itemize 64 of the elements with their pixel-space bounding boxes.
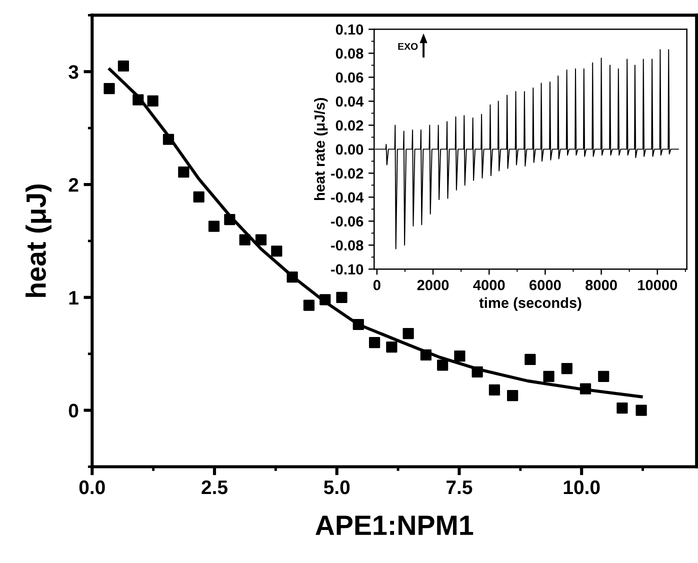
point — [420, 349, 432, 361]
y-tick-label: 0 — [68, 404, 78, 418]
y-tick-label: -0.10 — [331, 264, 364, 275]
point — [104, 83, 115, 94]
y-tick-label: 0.10 — [336, 24, 364, 35]
point — [543, 370, 554, 382]
y-tick-label: -0.02 — [331, 168, 364, 179]
point — [271, 246, 282, 257]
y-tick-label: 1 — [69, 291, 78, 304]
point — [580, 383, 592, 394]
y-tick-label: -0.04 — [331, 192, 364, 203]
x-tick-label: 8000 — [586, 280, 617, 290]
point — [147, 95, 158, 107]
y-tick-label: 0.04 — [336, 96, 364, 107]
point — [386, 342, 398, 353]
point — [402, 328, 414, 340]
annotation: EXO — [398, 42, 418, 50]
y-tick-label: 0.08 — [336, 48, 364, 59]
point — [162, 134, 174, 145]
y-tick-label: -0.08 — [331, 240, 364, 251]
point — [118, 60, 130, 72]
x-tick-label: 0.0 — [79, 480, 105, 494]
point — [303, 300, 315, 311]
point — [320, 294, 331, 306]
point — [507, 390, 518, 402]
point — [255, 234, 267, 246]
x-tick-label: 6000 — [530, 280, 561, 290]
point — [472, 366, 483, 378]
y-tick-label: 0.00 — [336, 144, 364, 155]
x-tick-label: 4000 — [473, 280, 505, 290]
x-tick-label: 2.5 — [202, 480, 228, 494]
x-tick-label: 2000 — [417, 280, 449, 290]
point — [239, 234, 250, 246]
point — [616, 402, 628, 414]
point — [598, 370, 610, 382]
y-tick-label: 3 — [68, 65, 78, 79]
point — [454, 350, 466, 362]
y-tick-label: 2 — [68, 178, 78, 192]
x-axis-title: time (seconds) — [479, 297, 582, 311]
point — [178, 166, 190, 178]
point — [336, 292, 348, 303]
x-tick-label: 10000 — [638, 280, 678, 290]
point — [561, 362, 572, 374]
x-tick-label: 7.5 — [446, 480, 472, 494]
point — [368, 337, 380, 348]
y-tick-label: -0.06 — [331, 216, 364, 227]
point — [132, 94, 144, 106]
y-tick-label: 0.02 — [336, 120, 364, 131]
x-tick-label: 10.0 — [564, 480, 600, 494]
y-axis-title: heat (μJ) — [26, 184, 52, 297]
point — [636, 404, 647, 416]
y-axis-title: heat rate (μJ/s) — [314, 98, 328, 200]
x-axis-title: APE1:NPM1 — [316, 516, 474, 535]
x-tick-label: 5.0 — [324, 480, 350, 494]
point — [437, 360, 448, 371]
point — [224, 214, 236, 226]
point — [488, 384, 500, 396]
point — [352, 318, 364, 330]
point — [193, 191, 204, 202]
point — [524, 354, 536, 366]
x-tick-label: 0 — [373, 280, 380, 290]
y-tick-label: 0.06 — [336, 72, 364, 83]
point — [286, 272, 298, 283]
point — [208, 220, 220, 232]
